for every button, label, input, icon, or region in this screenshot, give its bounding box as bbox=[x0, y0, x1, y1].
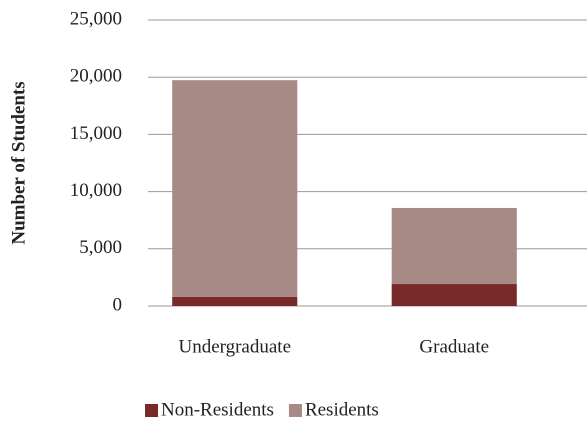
y-tick-label: 20,000 bbox=[70, 66, 122, 87]
y-tick-label: 5,000 bbox=[79, 237, 122, 258]
x-tick-label: Undergraduate bbox=[178, 336, 291, 357]
y-tick-label: 15,000 bbox=[70, 123, 122, 144]
legend-swatch bbox=[288, 404, 302, 417]
bar-segment bbox=[172, 296, 298, 306]
y-tick-label: 10,000 bbox=[70, 180, 122, 201]
bar-segment bbox=[172, 80, 298, 297]
bar-segment bbox=[391, 284, 517, 306]
y-tick-label: 25,000 bbox=[70, 8, 122, 29]
y-tick-label: 0 bbox=[113, 294, 123, 315]
y-axis-title: Number of Students bbox=[8, 81, 29, 244]
bar-segment bbox=[391, 207, 517, 285]
legend-swatch bbox=[145, 404, 158, 417]
legend-label: Non-Residents bbox=[161, 399, 274, 420]
x-tick-label: Graduate bbox=[419, 336, 489, 357]
legend-label: Residents bbox=[305, 399, 379, 420]
